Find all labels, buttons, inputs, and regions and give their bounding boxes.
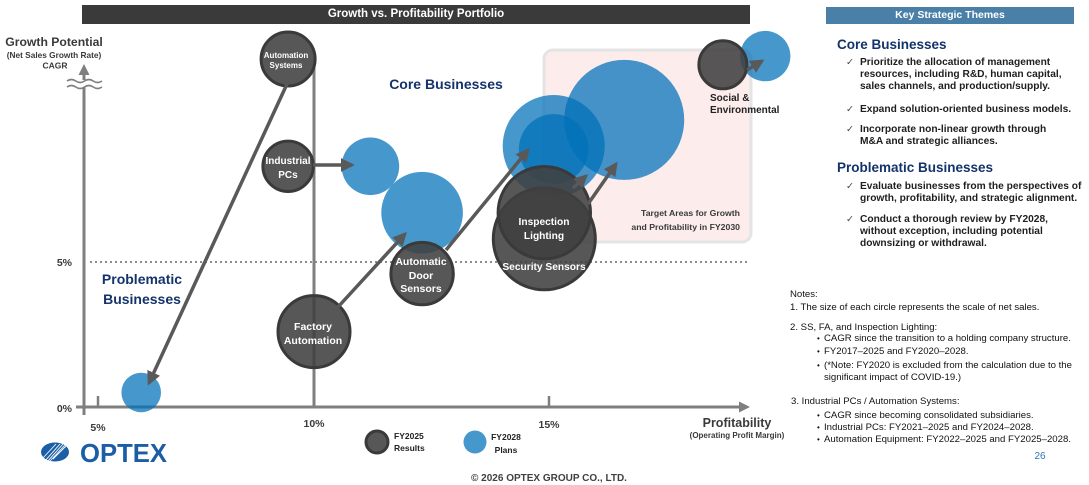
arrow-factory-automation (336, 231, 407, 309)
note-line: Automation Equipment: FY2022–2025 and FY… (824, 434, 1071, 445)
note-line: CAGR since becoming consolidated subsidi… (824, 410, 1034, 421)
x-axis-title: Profitability (703, 416, 772, 430)
note-line: FY2017–2025 and FY2020–2028. (824, 346, 969, 357)
bubble-fy2025-social-environmental (697, 39, 749, 91)
bullet-line: Conduct a thorough review by FY2028, (860, 214, 1048, 225)
chart-title-bar: Growth vs. Profitability Portfolio (82, 5, 750, 24)
bullet-line: without exception, including potential (860, 226, 1043, 237)
bullet-icon: • (817, 347, 820, 356)
y-axis-unit: CAGR (42, 61, 67, 71)
bubble-label-industrial-pcs-line-1: Industrial (265, 156, 310, 167)
bubble-label-automation-systems-line-2: Systems (270, 61, 303, 70)
check-icon: ✓ (846, 57, 854, 68)
bullet-line: Expand solution-oriented business models… (860, 104, 1072, 115)
bubble-label-security-sensors: Security Sensors (502, 262, 586, 273)
check-icon: ✓ (846, 104, 854, 115)
series-fy2025-results (259, 30, 749, 370)
bubble-label-social-environmental-line-1: Social & (710, 93, 749, 104)
transition-arrows (147, 59, 765, 386)
arrow-social-environmental (746, 59, 765, 73)
bullet-line: Prioritize the allocation of management (860, 57, 1051, 68)
bullet-line: Incorporate non-linear growth through (860, 124, 1047, 135)
bubble-fy2028-industrial-pcs (341, 137, 400, 196)
copyright: © 2026 OPTEX GROUP CO., LTD. (471, 473, 627, 484)
arrow-inspection-lighting (571, 174, 589, 190)
bullet-line: resources, including R&D, human capital, (860, 69, 1062, 80)
check-icon: ✓ (846, 124, 854, 135)
bullet-line: growth, profitability, and strategic ali… (860, 193, 1078, 204)
bubble-fy2025-factory-automation (276, 294, 352, 370)
bullet-icon: • (817, 435, 820, 444)
bubble-fy2028-automation-systems (121, 372, 161, 413)
bullet-line: sales channels, and production/supply. (860, 81, 1051, 92)
optex-logo-text: OPTEX (80, 438, 168, 468)
bubble-label-social-environmental-line-2: Environmental (710, 105, 780, 116)
optex-logo-emblem-icon (41, 442, 69, 462)
y-axis-title: Growth Potential (5, 35, 103, 49)
bubble-label-inspection-lighting-line-1: Inspection (519, 217, 570, 228)
bubble-label-industrial-pcs-line-2: PCs (278, 170, 298, 181)
page-number: 26 (1034, 451, 1046, 462)
bubble-label-automatic-door-sensors-line-2: Door (409, 270, 434, 282)
note-item-1: 1. The size of each circle represents th… (790, 302, 1040, 313)
note-item-2: 2. SS, FA, and Inspection Lighting: (790, 322, 938, 333)
core-businesses-region-label: Core Businesses (389, 76, 503, 92)
bubble-fy2028-social-environmental (740, 30, 791, 82)
legend-label-fy2025-line-1: FY2025 (394, 431, 424, 441)
bubble-label-automatic-door-sensors-line-1: Automatic (395, 256, 446, 268)
legend-label-fy2028-line-1: FY2028 (491, 432, 521, 442)
check-icon: ✓ (846, 214, 854, 225)
legend-label-fy2028-line-2: Plans (495, 445, 518, 455)
y-tick-label-0: 0% (57, 403, 73, 415)
note-line: Industrial PCs: FY2021–2025 and FY2024–2… (824, 422, 1034, 433)
bubble-label-factory-automation-line-1: Factory (294, 321, 332, 333)
bullet-icon: • (817, 361, 820, 370)
bubble-fy2025-automatic-door-sensors (389, 240, 455, 307)
section-heading-core-businesses: Core Businesses (837, 37, 947, 52)
notes-title: Notes: (790, 289, 818, 300)
bullet-line: downsizing or withdrawal. (860, 238, 987, 249)
x-tick-label-5: 5% (90, 422, 106, 434)
y-axis-note: (Net Sales Growth Rate) (7, 50, 102, 60)
bubble-label-factory-automation-line-2: Automation (284, 335, 342, 347)
x-axis-note: (Operating Profit Margin) (690, 431, 785, 440)
y-axis-arrow-icon (78, 64, 90, 75)
note-line: significant impact of COVID-19.) (824, 372, 962, 383)
bullet-line: Evaluate businesses from the perspective… (860, 181, 1082, 192)
note-item-3: 3. Industrial PCs / Automation Systems: (791, 396, 960, 407)
x-tick-label-10: 10% (303, 418, 325, 430)
target-area-label-line-1: Target Areas for Growth (641, 208, 740, 218)
legend-swatch-fy2025 (364, 429, 390, 455)
bubble-fy2025-inspection-lighting (496, 165, 592, 261)
bubble-label-automatic-door-sensors-line-3: Sensors (400, 283, 442, 295)
problematic-region-label-line-2: Businesses (103, 291, 181, 307)
arrow-security-sensors (586, 161, 618, 206)
y-tick-label-5: 5% (57, 257, 73, 269)
arrow-automation-systems (147, 83, 289, 386)
optex-logo: OPTEX (41, 438, 168, 468)
legend-label-fy2025-line-2: Results (394, 443, 425, 453)
bullet-icon: • (817, 334, 820, 343)
bullet-icon: • (817, 411, 820, 420)
themes-header: Key Strategic Themes (826, 7, 1074, 24)
target-area-label-line-2: and Profitability in FY2030 (631, 222, 740, 232)
arrow-automatic-door-sensors (444, 147, 530, 252)
bullet-icon: • (817, 423, 820, 432)
bullet-line: M&A and strategic alliances. (860, 136, 998, 147)
bubble-label-inspection-lighting-line-2: Lighting (524, 231, 564, 242)
bubble-fy2025-automation-systems (259, 30, 317, 88)
section-heading-problematic-businesses: Problematic Businesses (837, 160, 994, 175)
x-tick-label-15: 15% (538, 419, 560, 431)
note-line: CAGR since the transition to a holding c… (824, 333, 1071, 344)
legend: FY2025 Results FY2028 Plans (364, 429, 521, 455)
legend-swatch-fy2028 (463, 430, 487, 454)
note-line: (*Note: FY2020 is excluded from the calc… (824, 360, 1072, 371)
check-icon: ✓ (846, 181, 854, 192)
x-axis-arrow-icon (739, 401, 750, 413)
y-axis-break-icon (66, 78, 103, 90)
bubble-label-automation-systems-line-1: Automation (264, 51, 309, 60)
problematic-region-label-line-1: Problematic (102, 271, 182, 287)
